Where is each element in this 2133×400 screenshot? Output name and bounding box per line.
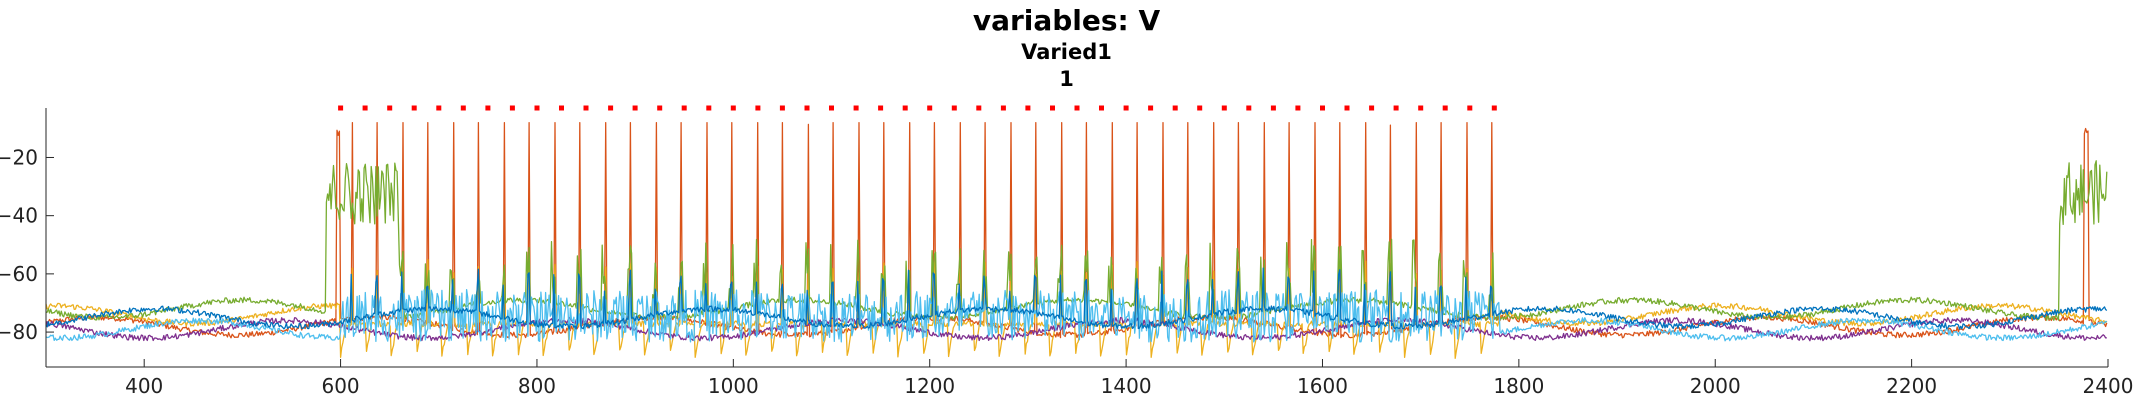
stimulus-dot (755, 105, 761, 111)
stimulus-dot (706, 105, 712, 111)
stimulus-dot (632, 105, 638, 111)
stimulus-dot (1099, 105, 1104, 111)
stimulus-dot (1148, 105, 1154, 111)
x-tick-label: 1000 (708, 374, 759, 398)
y-tick-label: −20 (0, 145, 38, 169)
axes: 400 600 800 1000 1200 1400 1600 1800 2000 2200 240… (0, 108, 2133, 398)
stimulus-dot (1491, 105, 1497, 111)
stimulus-dot (338, 105, 344, 111)
stimulus-dot (583, 105, 589, 111)
stimulus-dot (1270, 105, 1276, 111)
x-tick-label: 400 (125, 374, 163, 398)
x-tick-label: 800 (518, 374, 556, 398)
x-tick-label: 2200 (1886, 374, 1937, 398)
y-tick-label: −40 (0, 204, 38, 228)
stimulus-dot (1442, 105, 1448, 111)
stimulus-dot (1295, 105, 1301, 111)
stimulus-dot (829, 105, 834, 111)
stimulus-dot (1123, 105, 1129, 111)
series-layer (45, 121, 2108, 359)
series-line-5 (45, 288, 2108, 343)
stimulus-dot (1344, 105, 1350, 111)
series-line-6 (45, 267, 2108, 330)
stimulus-dot (1000, 105, 1006, 111)
stimulus-dot (436, 105, 442, 111)
y-tick-label: −60 (0, 262, 38, 286)
stimulus-dot (730, 105, 736, 111)
stimulus-dot (1050, 105, 1055, 111)
x-tick-label: 1800 (1493, 374, 1544, 398)
chart-subtitle-index: 1 (1059, 67, 1074, 91)
stimulus-dot (1172, 105, 1178, 111)
series-line-4 (45, 160, 2108, 321)
stimulus-marker (338, 105, 1497, 111)
chart-titles: variables: V Varied1 1 (0, 0, 2133, 92)
stimulus-dot (1197, 105, 1203, 111)
stimulus-dot (1246, 105, 1252, 111)
stimulus-dot (681, 105, 687, 111)
stimulus-dot (1418, 105, 1424, 111)
chart-title: variables: V (972, 4, 1161, 37)
stimulus-dot (1074, 105, 1080, 111)
stimulus-dot (951, 105, 957, 111)
stimulus-dot (1369, 105, 1375, 111)
x-tick-label: 600 (321, 374, 359, 398)
stimulus-dot (362, 105, 368, 111)
stimulus-dot (460, 105, 466, 111)
stimulus-dot (534, 105, 540, 111)
stimulus-dot (608, 105, 614, 111)
stimulus-dot (779, 105, 785, 111)
y-tick-label: −80 (0, 320, 38, 344)
x-tick-label: 1200 (904, 374, 955, 398)
x-tick-label: 2000 (1690, 374, 1741, 398)
stimulus-dot (657, 105, 663, 111)
stimulus-dot (1393, 105, 1399, 111)
stimulus-dot (804, 105, 810, 111)
stimulus-dot (559, 105, 564, 111)
x-tick-label: 2400 (2083, 374, 2133, 398)
x-tick-label: 1600 (1297, 374, 1348, 398)
stimulus-dot (1467, 105, 1473, 111)
x-tick-label: 1400 (1101, 374, 1152, 398)
stimulus-dot (927, 105, 933, 111)
stimulus-dot (878, 105, 884, 111)
stimulus-dot (902, 105, 908, 111)
stimulus-dot (411, 105, 417, 111)
stimulus-dot (853, 105, 859, 111)
stimulus-dot (387, 105, 393, 111)
chart-subtitle: Varied1 (1021, 40, 1112, 64)
stimulus-dot (1320, 105, 1325, 111)
stimulus-dot (509, 105, 515, 111)
stimulus-dot (1025, 105, 1031, 111)
stimulus-dot (485, 105, 491, 111)
stimulus-dot (976, 105, 982, 111)
stimulus-dot (1221, 105, 1227, 111)
